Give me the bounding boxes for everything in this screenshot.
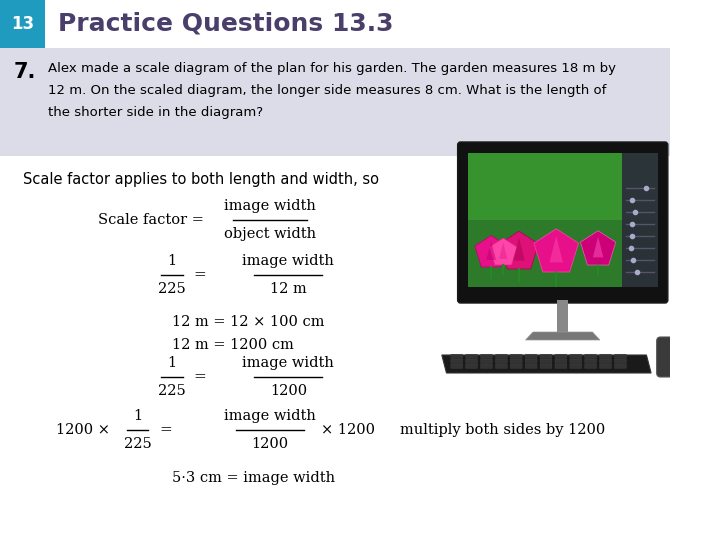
FancyBboxPatch shape: [468, 207, 657, 220]
FancyBboxPatch shape: [451, 364, 462, 368]
FancyBboxPatch shape: [468, 166, 657, 180]
FancyBboxPatch shape: [526, 354, 537, 359]
FancyBboxPatch shape: [585, 354, 596, 359]
FancyBboxPatch shape: [495, 354, 507, 359]
Text: 1: 1: [168, 356, 176, 370]
Text: 1: 1: [133, 409, 143, 423]
FancyBboxPatch shape: [555, 354, 567, 359]
Text: =: =: [194, 370, 207, 384]
Polygon shape: [442, 355, 651, 373]
FancyBboxPatch shape: [526, 359, 537, 363]
Text: multiply both sides by 1200: multiply both sides by 1200: [400, 423, 606, 437]
Polygon shape: [490, 238, 517, 265]
Text: × 1200: × 1200: [321, 423, 375, 437]
Text: Scale factor applies to both length and width, so: Scale factor applies to both length and …: [23, 172, 379, 187]
Polygon shape: [593, 237, 603, 258]
Text: 1200: 1200: [270, 384, 307, 398]
FancyBboxPatch shape: [468, 220, 657, 233]
Polygon shape: [534, 229, 579, 272]
FancyBboxPatch shape: [555, 359, 567, 363]
FancyBboxPatch shape: [585, 364, 596, 368]
Text: image width: image width: [243, 254, 334, 268]
FancyBboxPatch shape: [466, 364, 477, 368]
Text: Practice Questions 13.3: Practice Questions 13.3: [58, 12, 393, 36]
Polygon shape: [486, 241, 496, 260]
Text: 13: 13: [11, 15, 34, 33]
FancyBboxPatch shape: [510, 364, 522, 368]
Text: Scale factor =: Scale factor =: [98, 213, 204, 227]
Text: image width: image width: [224, 409, 315, 423]
FancyBboxPatch shape: [615, 354, 626, 359]
FancyBboxPatch shape: [0, 48, 670, 156]
FancyBboxPatch shape: [540, 364, 552, 368]
Text: 1: 1: [168, 254, 176, 268]
Text: =: =: [159, 423, 172, 437]
Polygon shape: [513, 238, 525, 261]
FancyBboxPatch shape: [555, 364, 567, 368]
Text: 1200: 1200: [251, 437, 288, 451]
Polygon shape: [526, 332, 600, 340]
FancyBboxPatch shape: [466, 354, 477, 359]
FancyBboxPatch shape: [468, 153, 657, 166]
FancyBboxPatch shape: [468, 274, 657, 287]
FancyBboxPatch shape: [600, 364, 611, 368]
FancyBboxPatch shape: [495, 364, 507, 368]
Polygon shape: [499, 242, 508, 259]
FancyBboxPatch shape: [540, 359, 552, 363]
Text: image width: image width: [224, 199, 315, 213]
FancyBboxPatch shape: [526, 364, 537, 368]
FancyBboxPatch shape: [570, 354, 582, 359]
FancyBboxPatch shape: [615, 359, 626, 363]
FancyBboxPatch shape: [468, 233, 657, 247]
Polygon shape: [580, 231, 616, 265]
Text: 225: 225: [124, 437, 151, 451]
Text: 1200 ×: 1200 ×: [56, 423, 110, 437]
FancyBboxPatch shape: [600, 354, 611, 359]
FancyBboxPatch shape: [0, 0, 45, 48]
FancyBboxPatch shape: [657, 337, 685, 377]
Text: 5·3 cm = image width: 5·3 cm = image width: [172, 471, 336, 485]
FancyBboxPatch shape: [468, 260, 657, 274]
Text: 12 m = 1200 cm: 12 m = 1200 cm: [172, 338, 294, 352]
Text: object width: object width: [224, 227, 316, 241]
Polygon shape: [474, 235, 508, 267]
FancyBboxPatch shape: [451, 354, 462, 359]
FancyBboxPatch shape: [622, 153, 657, 287]
Text: 225: 225: [158, 384, 186, 398]
FancyBboxPatch shape: [510, 354, 522, 359]
Text: Alex made a scale diagram of the plan for his garden. The garden measures 18 m b: Alex made a scale diagram of the plan fo…: [48, 62, 616, 75]
FancyBboxPatch shape: [458, 142, 668, 303]
FancyBboxPatch shape: [600, 359, 611, 363]
Text: the shorter side in the diagram?: the shorter side in the diagram?: [48, 106, 264, 119]
Text: 12 m. On the scaled diagram, the longer side measures 8 cm. What is the length o: 12 m. On the scaled diagram, the longer …: [48, 84, 607, 97]
FancyBboxPatch shape: [481, 359, 492, 363]
FancyBboxPatch shape: [510, 359, 522, 363]
FancyBboxPatch shape: [466, 359, 477, 363]
Text: 12 m: 12 m: [270, 282, 307, 296]
Text: 12 m = 12 × 100 cm: 12 m = 12 × 100 cm: [172, 315, 325, 329]
FancyBboxPatch shape: [481, 354, 492, 359]
FancyBboxPatch shape: [615, 364, 626, 368]
FancyBboxPatch shape: [0, 156, 670, 540]
Polygon shape: [549, 236, 563, 262]
FancyBboxPatch shape: [481, 364, 492, 368]
FancyBboxPatch shape: [468, 193, 657, 207]
FancyBboxPatch shape: [451, 359, 462, 363]
FancyBboxPatch shape: [570, 364, 582, 368]
FancyBboxPatch shape: [468, 247, 657, 260]
Polygon shape: [500, 231, 539, 269]
Text: 7.: 7.: [14, 62, 36, 82]
FancyBboxPatch shape: [468, 153, 657, 287]
FancyBboxPatch shape: [495, 359, 507, 363]
Text: image width: image width: [243, 356, 334, 370]
FancyBboxPatch shape: [570, 359, 582, 363]
FancyBboxPatch shape: [468, 180, 657, 193]
Text: =: =: [194, 268, 207, 282]
FancyBboxPatch shape: [540, 354, 552, 359]
FancyBboxPatch shape: [557, 300, 568, 340]
Text: 225: 225: [158, 282, 186, 296]
FancyBboxPatch shape: [585, 359, 596, 363]
